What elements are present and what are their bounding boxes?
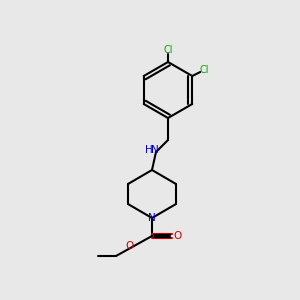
Text: N: N (151, 145, 159, 155)
Text: N: N (148, 213, 156, 223)
Text: Cl: Cl (200, 65, 209, 75)
Text: O: O (125, 241, 133, 251)
Text: O: O (173, 231, 181, 241)
Text: H: H (145, 145, 153, 155)
Text: Cl: Cl (163, 45, 173, 55)
